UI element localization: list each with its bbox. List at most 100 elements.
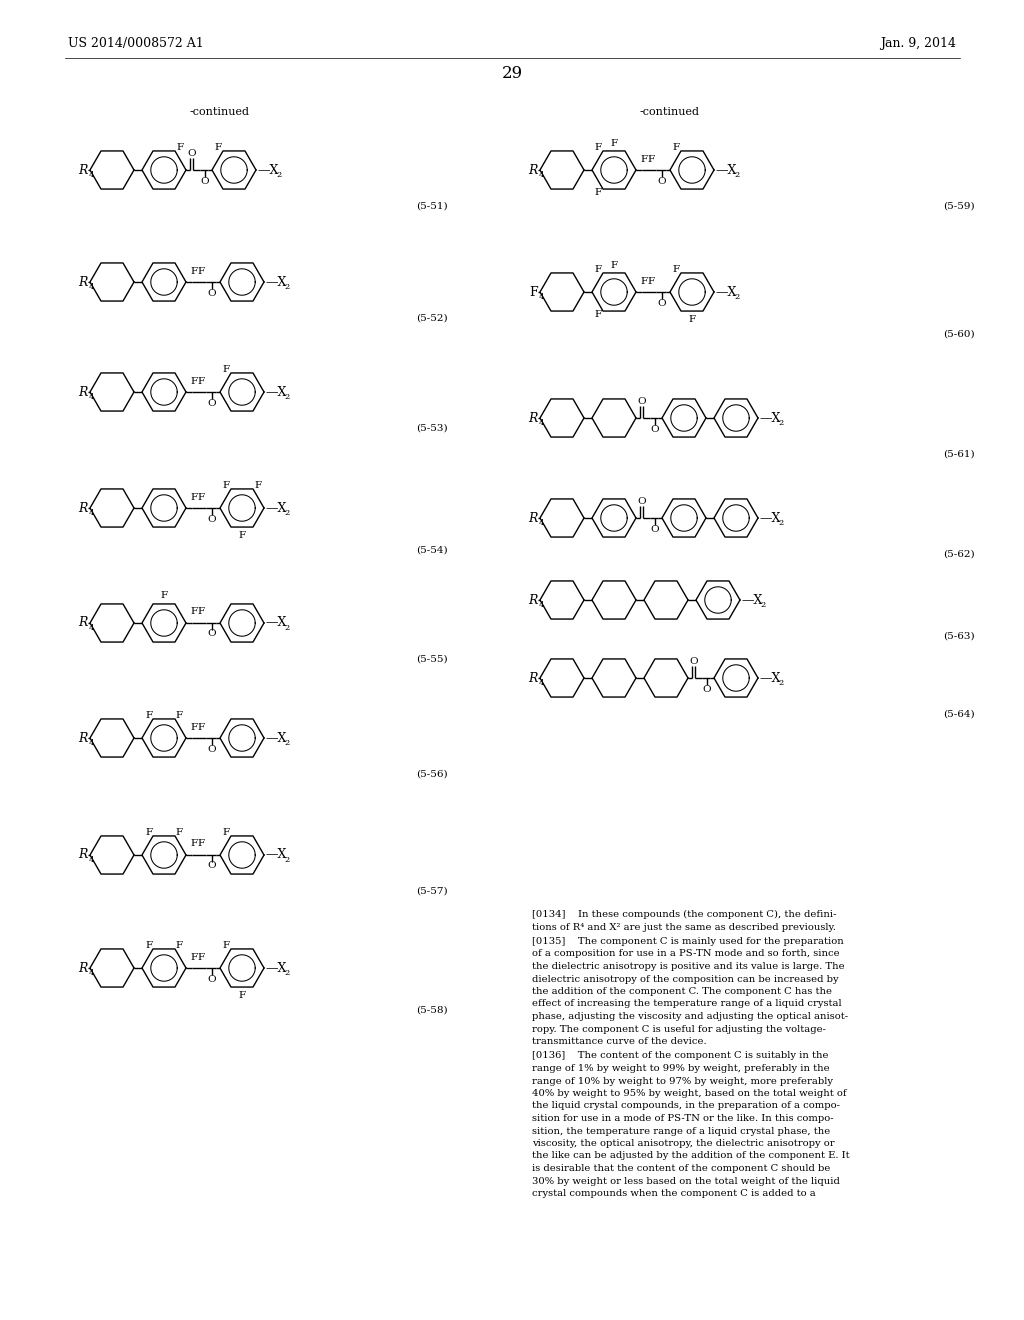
Text: (5-61): (5-61): [943, 450, 975, 458]
Text: F: F: [595, 144, 601, 152]
Text: (5-54): (5-54): [417, 545, 449, 554]
Text: 4: 4: [539, 678, 545, 686]
Text: 4: 4: [89, 739, 94, 747]
Text: F: F: [640, 276, 647, 285]
Text: range of 1% by weight to 99% by weight, preferably in the: range of 1% by weight to 99% by weight, …: [532, 1064, 829, 1073]
Text: (5-52): (5-52): [417, 314, 449, 322]
Text: F: F: [190, 267, 198, 276]
Text: F: F: [529, 285, 538, 298]
Text: O: O: [637, 496, 646, 506]
Text: O: O: [201, 177, 209, 186]
Text: O: O: [208, 862, 216, 870]
Text: O: O: [208, 974, 216, 983]
Text: R: R: [79, 961, 88, 974]
Text: 4: 4: [89, 282, 94, 290]
Text: the like can be adjusted by the addition of the component E. It: the like can be adjusted by the addition…: [532, 1151, 850, 1160]
Text: F: F: [198, 267, 205, 276]
Text: O: O: [650, 425, 659, 433]
Text: O: O: [208, 289, 216, 297]
Text: F: F: [198, 840, 205, 849]
Text: F: F: [673, 144, 680, 152]
Text: 4: 4: [89, 172, 94, 180]
Text: F: F: [222, 482, 229, 491]
Text: O: O: [208, 630, 216, 639]
Text: 2: 2: [284, 855, 289, 865]
Text: R: R: [79, 616, 88, 630]
Text: [0135]    The component C is mainly used for the preparation: [0135] The component C is mainly used fo…: [532, 937, 844, 946]
Text: O: O: [689, 656, 697, 665]
Text: F: F: [595, 187, 601, 197]
Text: 2: 2: [284, 393, 289, 401]
Text: (5-53): (5-53): [417, 424, 449, 433]
Text: F: F: [214, 144, 221, 152]
Text: 4: 4: [89, 969, 94, 977]
Text: 2: 2: [760, 601, 765, 609]
Text: crystal compounds when the component C is added to a: crystal compounds when the component C i…: [532, 1189, 816, 1199]
Text: O: O: [208, 744, 216, 754]
Text: R: R: [79, 164, 88, 177]
Text: F: F: [239, 991, 246, 1001]
Text: 2: 2: [284, 624, 289, 632]
Text: F: F: [198, 607, 205, 616]
Text: sition for use in a mode of PS-TN or the like. In this compo-: sition for use in a mode of PS-TN or the…: [532, 1114, 834, 1123]
Text: R: R: [79, 731, 88, 744]
Text: R: R: [528, 511, 538, 524]
Text: [0136]    The content of the component C is suitably in the: [0136] The content of the component C is…: [532, 1052, 828, 1060]
Text: 2: 2: [276, 172, 282, 180]
Text: (5-55): (5-55): [417, 655, 449, 664]
Text: F: F: [190, 376, 198, 385]
Text: —X: —X: [265, 849, 287, 862]
Text: (5-58): (5-58): [417, 1006, 449, 1015]
Text: 4: 4: [539, 418, 545, 426]
Text: 2: 2: [734, 172, 739, 180]
Text: F: F: [175, 829, 182, 837]
Text: effect of increasing the temperature range of a liquid crystal: effect of increasing the temperature ran…: [532, 999, 842, 1008]
Text: R: R: [528, 164, 538, 177]
Text: (5-59): (5-59): [943, 202, 975, 210]
Text: —X: —X: [265, 616, 287, 630]
Text: F: F: [610, 139, 617, 148]
Text: 2: 2: [778, 678, 783, 686]
Text: F: F: [198, 722, 205, 731]
Text: F: F: [175, 711, 182, 721]
Text: F: F: [610, 260, 617, 269]
Text: the liquid crystal compounds, in the preparation of a compo-: the liquid crystal compounds, in the pre…: [532, 1101, 840, 1110]
Text: 30% by weight or less based on the total weight of the liquid: 30% by weight or less based on the total…: [532, 1176, 840, 1185]
Text: F: F: [176, 144, 183, 152]
Text: F: F: [239, 532, 246, 540]
Text: R: R: [79, 502, 88, 515]
Text: 4: 4: [539, 172, 545, 180]
Text: F: F: [145, 829, 153, 837]
Text: F: F: [222, 941, 229, 950]
Text: R: R: [79, 276, 88, 289]
Text: 4: 4: [89, 624, 94, 632]
Text: F: F: [190, 492, 198, 502]
Text: —X: —X: [265, 276, 287, 289]
Text: —X: —X: [759, 511, 780, 524]
Text: (5-62): (5-62): [943, 549, 975, 558]
Text: R: R: [528, 412, 538, 425]
Text: F: F: [198, 376, 205, 385]
Text: F: F: [161, 591, 168, 601]
Text: —X: —X: [759, 412, 780, 425]
Text: F: F: [595, 310, 601, 318]
Text: F: F: [198, 953, 205, 961]
Text: O: O: [657, 177, 667, 186]
Text: tions of R⁴ and X² are just the same as described previously.: tions of R⁴ and X² are just the same as …: [532, 923, 836, 932]
Text: 40% by weight to 95% by weight, based on the total weight of: 40% by weight to 95% by weight, based on…: [532, 1089, 847, 1098]
Text: O: O: [208, 515, 216, 524]
Text: (5-56): (5-56): [417, 770, 449, 779]
Text: —X: —X: [265, 385, 287, 399]
Text: F: F: [673, 265, 680, 275]
Text: F: F: [145, 941, 153, 950]
Text: F: F: [198, 492, 205, 502]
Text: 4: 4: [539, 601, 545, 609]
Text: 4: 4: [89, 510, 94, 517]
Text: the dielectric anisotropy is positive and its value is large. The: the dielectric anisotropy is positive an…: [532, 962, 845, 972]
Text: Jan. 9, 2014: Jan. 9, 2014: [880, 37, 956, 49]
Text: —X: —X: [265, 961, 287, 974]
Text: dielectric anisotropy of the composition can be increased by: dielectric anisotropy of the composition…: [532, 974, 839, 983]
Text: (5-64): (5-64): [943, 710, 975, 718]
Text: R: R: [79, 385, 88, 399]
Text: —X: —X: [265, 502, 287, 515]
